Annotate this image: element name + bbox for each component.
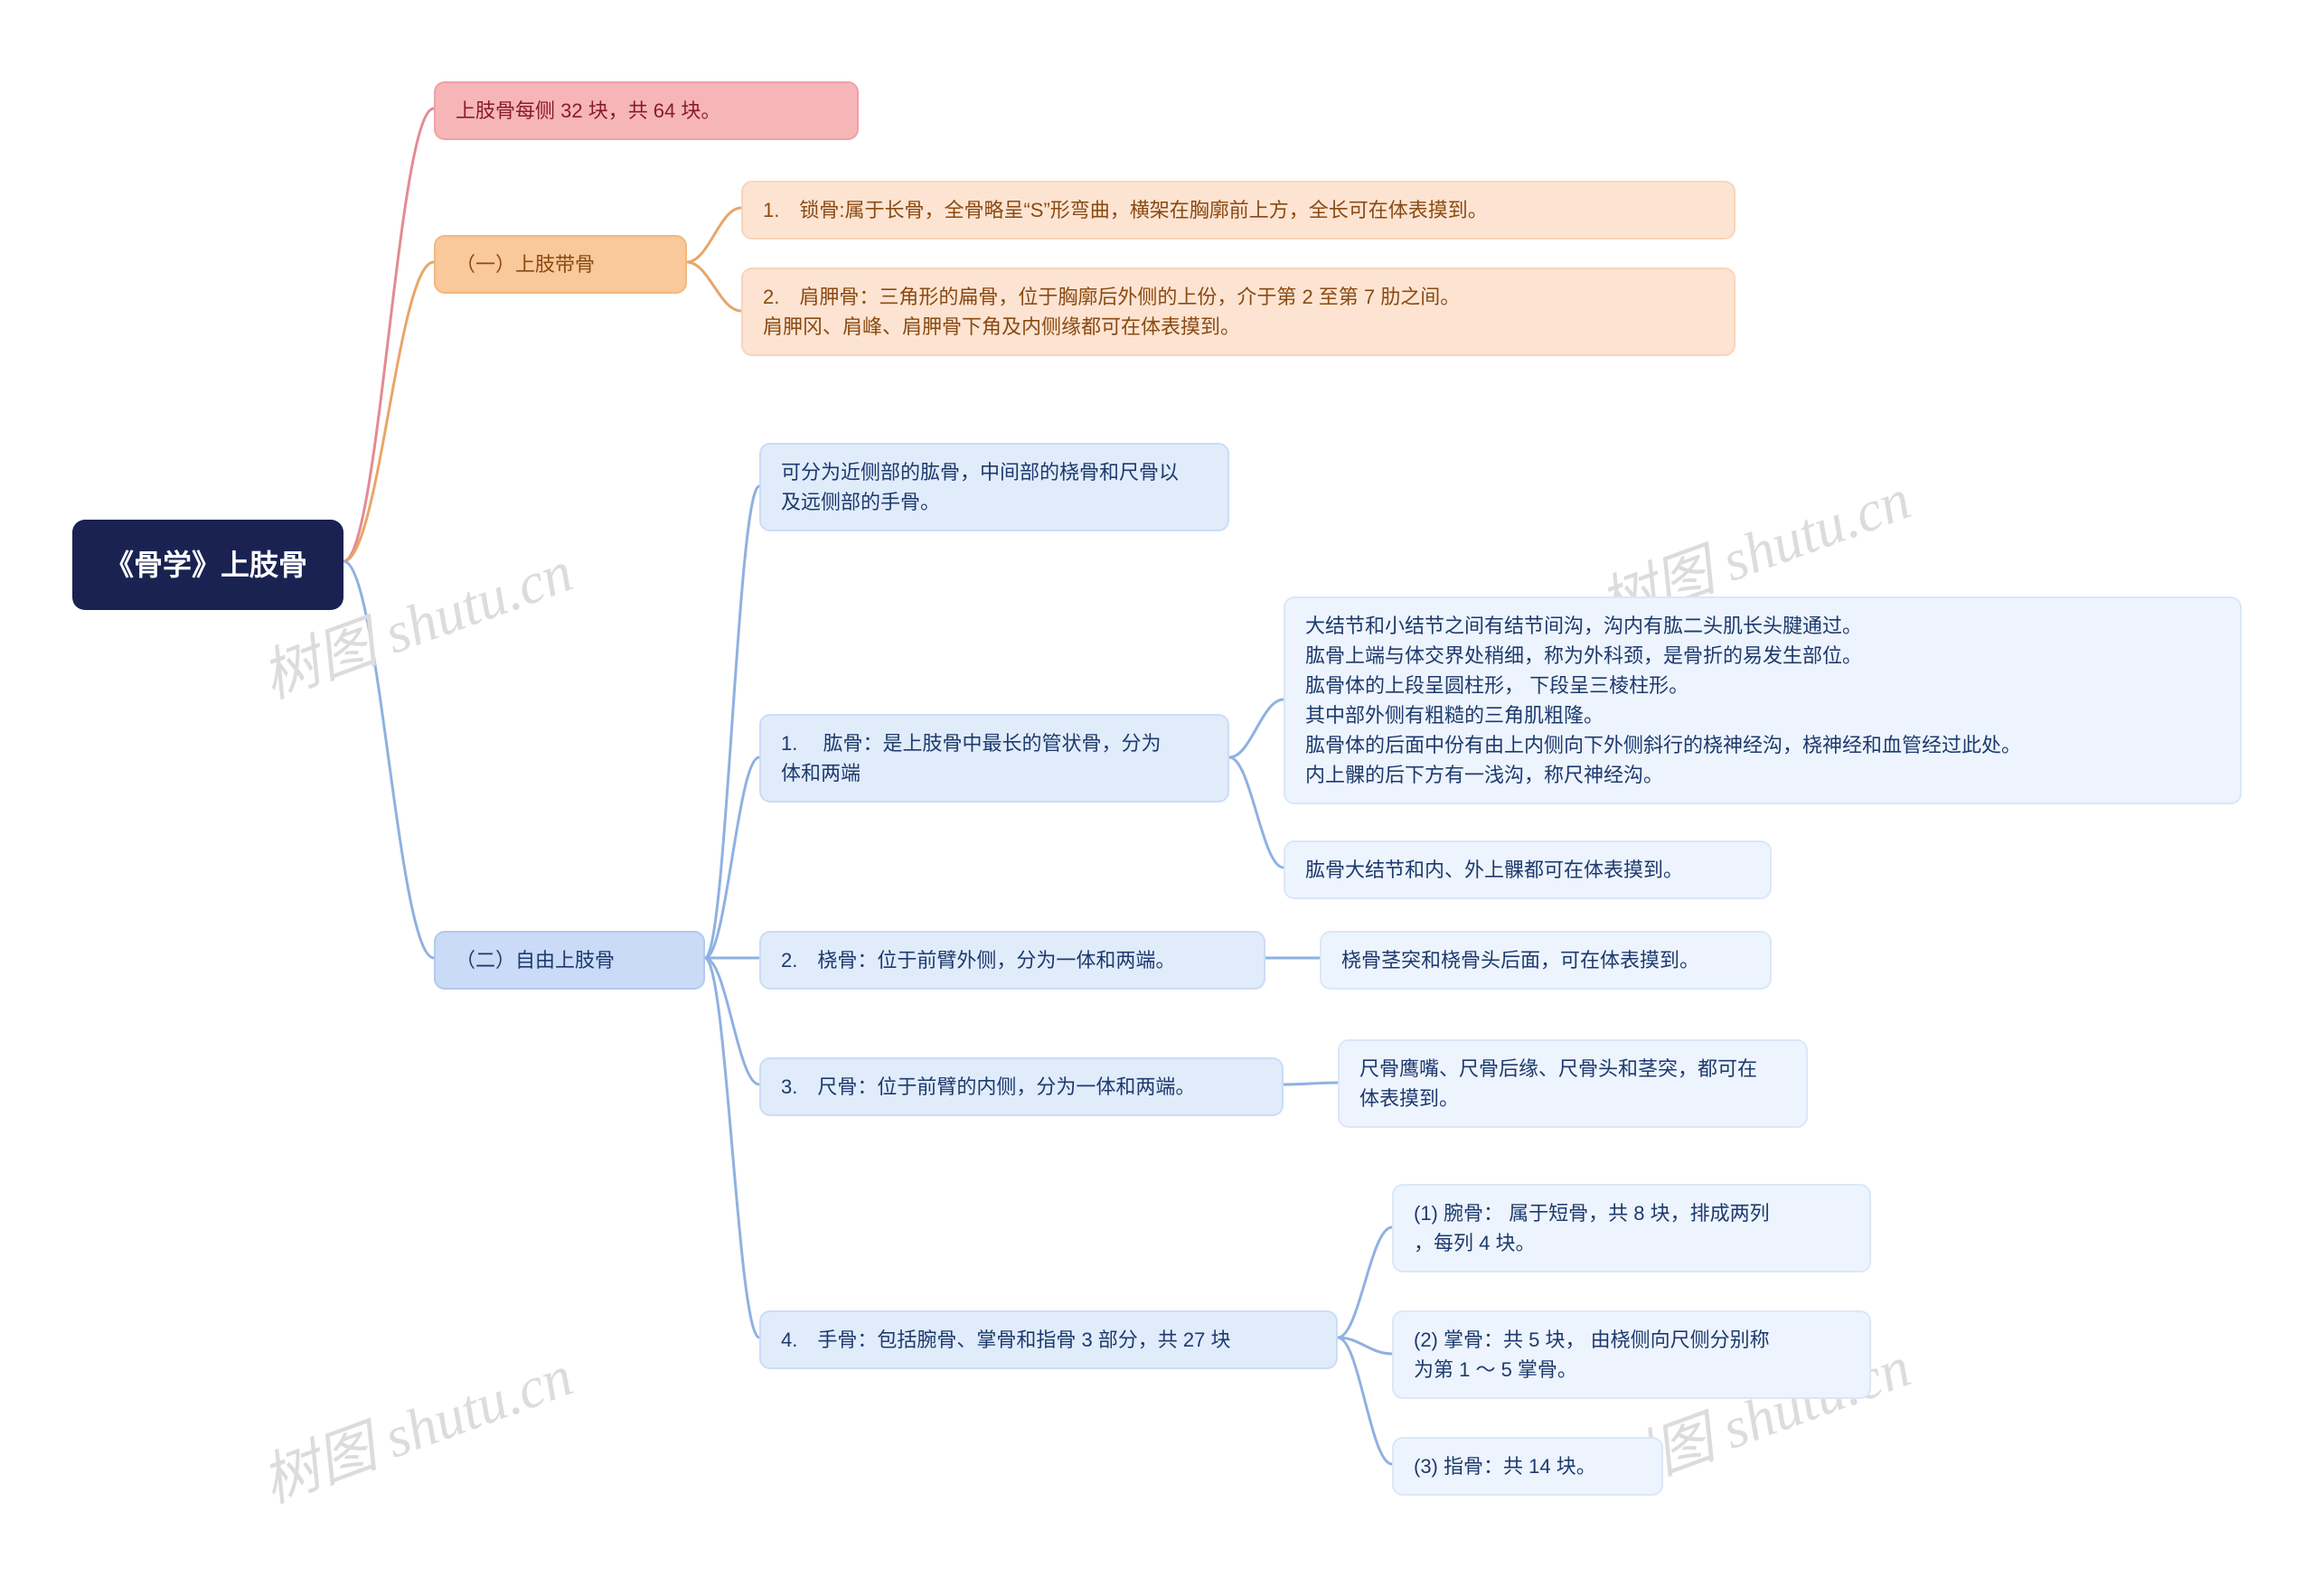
- node-section-a[interactable]: （一）上肢带骨: [434, 235, 687, 294]
- node-b4a[interactable]: (1) 腕骨： 属于短骨，共 8 块，排成两列 ，每列 4 块。: [1392, 1184, 1871, 1272]
- mindmap-canvas: 树图 shutu.cn 树图 shutu.cn 树图 shutu.cn 树图 s…: [0, 0, 2314, 1596]
- connector: [1229, 757, 1284, 868]
- connector: [1229, 699, 1284, 757]
- node-b4[interactable]: 4. 手骨：包括腕骨、掌骨和指骨 3 部分，共 27 块: [759, 1310, 1338, 1369]
- connector: [343, 262, 434, 561]
- node-b1b[interactable]: 肱骨大结节和内、外上髁都可在体表摸到。: [1284, 840, 1772, 899]
- watermark: 树图 shutu.cn: [249, 1329, 582, 1518]
- node-b2a[interactable]: 桡骨茎突和桡骨头后面，可在体表摸到。: [1320, 931, 1772, 990]
- node-b1a[interactable]: 大结节和小结节之间有结节间沟，沟内有肱二头肌长头腱通过。 肱骨上端与体交界处稍细…: [1284, 596, 2242, 804]
- connector: [705, 958, 759, 1084]
- connector: [1284, 1083, 1338, 1084]
- connector: [705, 757, 759, 958]
- node-b3[interactable]: 3. 尺骨：位于前臂的内侧，分为一体和两端。: [759, 1057, 1284, 1116]
- connector: [343, 561, 434, 958]
- connector: [343, 108, 434, 561]
- root-node[interactable]: 《骨学》上肢骨: [72, 520, 343, 610]
- node-b4b[interactable]: (2) 掌骨：共 5 块， 由桡侧向尺侧分别称 为第 1 ～ 5 掌骨。: [1392, 1310, 1871, 1399]
- connector: [1338, 1338, 1392, 1464]
- connector: [705, 958, 759, 1338]
- node-a1[interactable]: 1. 锁骨:属于长骨，全骨略呈“S”形弯曲，横架在胸廓前上方，全长可在体表摸到。: [741, 181, 1736, 239]
- connector: [1338, 1227, 1392, 1338]
- node-b3a[interactable]: 尺骨鹰嘴、尺骨后缘、尺骨头和茎突，都可在 体表摸到。: [1338, 1039, 1808, 1128]
- connector: [1338, 1338, 1392, 1354]
- node-b2[interactable]: 2. 桡骨：位于前臂外侧，分为一体和两端。: [759, 931, 1265, 990]
- connector: [687, 262, 741, 311]
- node-a2[interactable]: 2. 肩胛骨：三角形的扁骨，位于胸廓后外侧的上份，介于第 2 至第 7 肋之间。…: [741, 268, 1736, 356]
- connector: [687, 208, 741, 262]
- node-count[interactable]: 上肢骨每侧 32 块，共 64 块。: [434, 81, 859, 140]
- connector: [705, 486, 759, 958]
- node-section-b[interactable]: （二）自由上肢骨: [434, 931, 705, 990]
- node-b1[interactable]: 1. 肱骨：是上肢骨中最长的管状骨，分为 体和两端: [759, 714, 1229, 803]
- node-b4c[interactable]: (3) 指骨：共 14 块。: [1392, 1437, 1663, 1496]
- node-b0[interactable]: 可分为近侧部的肱骨，中间部的桡骨和尺骨以 及远侧部的手骨。: [759, 443, 1229, 531]
